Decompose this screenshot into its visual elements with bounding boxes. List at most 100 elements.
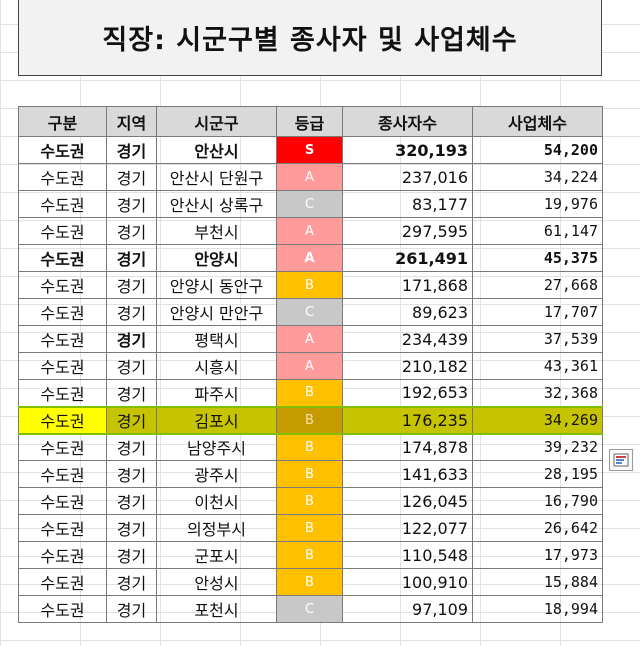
cell-grade[interactable]: A: [276, 325, 343, 353]
cell-businesses[interactable]: 26,642: [472, 514, 603, 542]
cell-businesses[interactable]: 37,539: [472, 325, 603, 353]
table-row[interactable]: 수도권 경기 의정부시 B 122,077 26,642: [18, 514, 603, 542]
cell-businesses[interactable]: 15,884: [472, 568, 603, 596]
cell-district[interactable]: 안산시 상록구: [156, 190, 277, 218]
cell-workers[interactable]: 97,109: [342, 595, 473, 623]
cell-workers[interactable]: 174,878: [342, 433, 473, 461]
table-row[interactable]: 수도권 경기 안성시 B 100,910 15,884: [18, 568, 603, 596]
cell-region-group[interactable]: 수도권: [18, 244, 107, 272]
cell-province[interactable]: 경기: [106, 352, 157, 380]
cell-businesses[interactable]: 18,994: [472, 595, 603, 623]
cell-district[interactable]: 안성시: [156, 568, 277, 596]
cell-workers[interactable]: 141,633: [342, 460, 473, 488]
cell-region-group[interactable]: 수도권: [18, 405, 107, 435]
cell-province[interactable]: 경기: [106, 379, 157, 407]
cell-region-group[interactable]: 수도권: [18, 163, 107, 191]
cell-workers[interactable]: 83,177: [342, 190, 473, 218]
cell-district[interactable]: 파주시: [156, 379, 277, 407]
table-row[interactable]: 수도권 경기 안산시 상록구 C 83,177 19,976: [18, 190, 603, 218]
cell-businesses[interactable]: 45,375: [472, 244, 603, 272]
cell-workers[interactable]: 110,548: [342, 541, 473, 569]
cell-grade[interactable]: B: [276, 541, 343, 569]
cell-grade[interactable]: B: [276, 379, 343, 407]
cell-province[interactable]: 경기: [106, 487, 157, 515]
cell-workers[interactable]: 122,077: [342, 514, 473, 542]
table-row[interactable]: 수도권 경기 안산시 단원구 A 237,016 34,224: [18, 163, 603, 191]
cell-district[interactable]: 포천시: [156, 595, 277, 623]
cell-grade[interactable]: B: [276, 433, 343, 461]
cell-province[interactable]: 경기: [106, 325, 157, 353]
cell-grade[interactable]: S: [276, 136, 343, 164]
header-region-group[interactable]: 구분: [18, 106, 107, 137]
cell-district[interactable]: 안산시 단원구: [156, 163, 277, 191]
cell-region-group[interactable]: 수도권: [18, 271, 107, 299]
header-workers[interactable]: 종사자수: [342, 106, 473, 137]
cell-workers[interactable]: 261,491: [342, 244, 473, 272]
cell-district[interactable]: 이천시: [156, 487, 277, 515]
cell-province[interactable]: 경기: [106, 433, 157, 461]
cell-region-group[interactable]: 수도권: [18, 298, 107, 326]
cell-province[interactable]: 경기: [106, 514, 157, 542]
cell-businesses[interactable]: 28,195: [472, 460, 603, 488]
header-province[interactable]: 지역: [106, 106, 157, 137]
cell-region-group[interactable]: 수도권: [18, 217, 107, 245]
cell-district[interactable]: 부천시: [156, 217, 277, 245]
cell-businesses[interactable]: 54,200: [472, 136, 603, 164]
cell-district[interactable]: 안양시 동안구: [156, 271, 277, 299]
cell-district[interactable]: 안양시 만안구: [156, 298, 277, 326]
cell-businesses[interactable]: 17,707: [472, 298, 603, 326]
cell-businesses[interactable]: 32,368: [472, 379, 603, 407]
cell-region-group[interactable]: 수도권: [18, 379, 107, 407]
cell-province[interactable]: 경기: [106, 595, 157, 623]
cell-region-group[interactable]: 수도권: [18, 541, 107, 569]
cell-region-group[interactable]: 수도권: [18, 514, 107, 542]
table-row[interactable]: 수도권 경기 파주시 B 192,653 32,368: [18, 379, 603, 407]
cell-district[interactable]: 시흥시: [156, 352, 277, 380]
cell-workers[interactable]: 192,653: [342, 379, 473, 407]
cell-businesses[interactable]: 17,973: [472, 541, 603, 569]
cell-workers[interactable]: 100,910: [342, 568, 473, 596]
cell-district[interactable]: 의정부시: [156, 514, 277, 542]
table-row[interactable]: 수도권 경기 부천시 A 297,595 61,147: [18, 217, 603, 245]
cell-region-group[interactable]: 수도권: [18, 325, 107, 353]
cell-grade[interactable]: A: [276, 217, 343, 245]
table-row[interactable]: 수도권 경기 포천시 C 97,109 18,994: [18, 595, 603, 623]
table-row[interactable]: 수도권 경기 군포시 B 110,548 17,973: [18, 541, 603, 569]
table-row[interactable]: 수도권 경기 시흥시 A 210,182 43,361: [18, 352, 603, 380]
cell-region-group[interactable]: 수도권: [18, 460, 107, 488]
table-row[interactable]: 수도권 경기 안양시 동안구 B 171,868 27,668: [18, 271, 603, 299]
cell-province[interactable]: 경기: [106, 136, 157, 164]
cell-businesses[interactable]: 61,147: [472, 217, 603, 245]
cell-businesses[interactable]: 19,976: [472, 190, 603, 218]
cell-region-group[interactable]: 수도권: [18, 190, 107, 218]
cell-grade[interactable]: C: [276, 190, 343, 218]
cell-grade[interactable]: C: [276, 298, 343, 326]
cell-district[interactable]: 김포시: [156, 405, 277, 435]
cell-grade[interactable]: C: [276, 595, 343, 623]
table-row[interactable]: 수도권 경기 평택시 A 234,439 37,539: [18, 325, 603, 353]
table-row[interactable]: 수도권 경기 안산시 S 320,193 54,200: [18, 136, 603, 164]
cell-grade[interactable]: A: [276, 352, 343, 380]
header-district[interactable]: 시군구: [156, 106, 277, 137]
cell-businesses[interactable]: 34,269: [472, 405, 603, 435]
cell-province[interactable]: 경기: [106, 271, 157, 299]
cell-businesses[interactable]: 34,224: [472, 163, 603, 191]
cell-district[interactable]: 광주시: [156, 460, 277, 488]
cell-province[interactable]: 경기: [106, 568, 157, 596]
cell-region-group[interactable]: 수도권: [18, 352, 107, 380]
cell-grade[interactable]: A: [276, 163, 343, 191]
table-row[interactable]: 수도권 경기 안양시 A 261,491 45,375: [18, 244, 603, 272]
cell-workers[interactable]: 171,868: [342, 271, 473, 299]
cell-province[interactable]: 경기: [106, 244, 157, 272]
cell-province[interactable]: 경기: [106, 190, 157, 218]
cell-region-group[interactable]: 수도권: [18, 595, 107, 623]
cell-businesses[interactable]: 16,790: [472, 487, 603, 515]
header-businesses[interactable]: 사업체수: [472, 106, 603, 137]
cell-grade[interactable]: B: [276, 405, 343, 435]
cell-district[interactable]: 남양주시: [156, 433, 277, 461]
cell-region-group[interactable]: 수도권: [18, 487, 107, 515]
table-row[interactable]: 수도권 경기 안양시 만안구 C 89,623 17,707: [18, 298, 603, 326]
cell-province[interactable]: 경기: [106, 405, 157, 435]
cell-province[interactable]: 경기: [106, 541, 157, 569]
cell-region-group[interactable]: 수도권: [18, 433, 107, 461]
